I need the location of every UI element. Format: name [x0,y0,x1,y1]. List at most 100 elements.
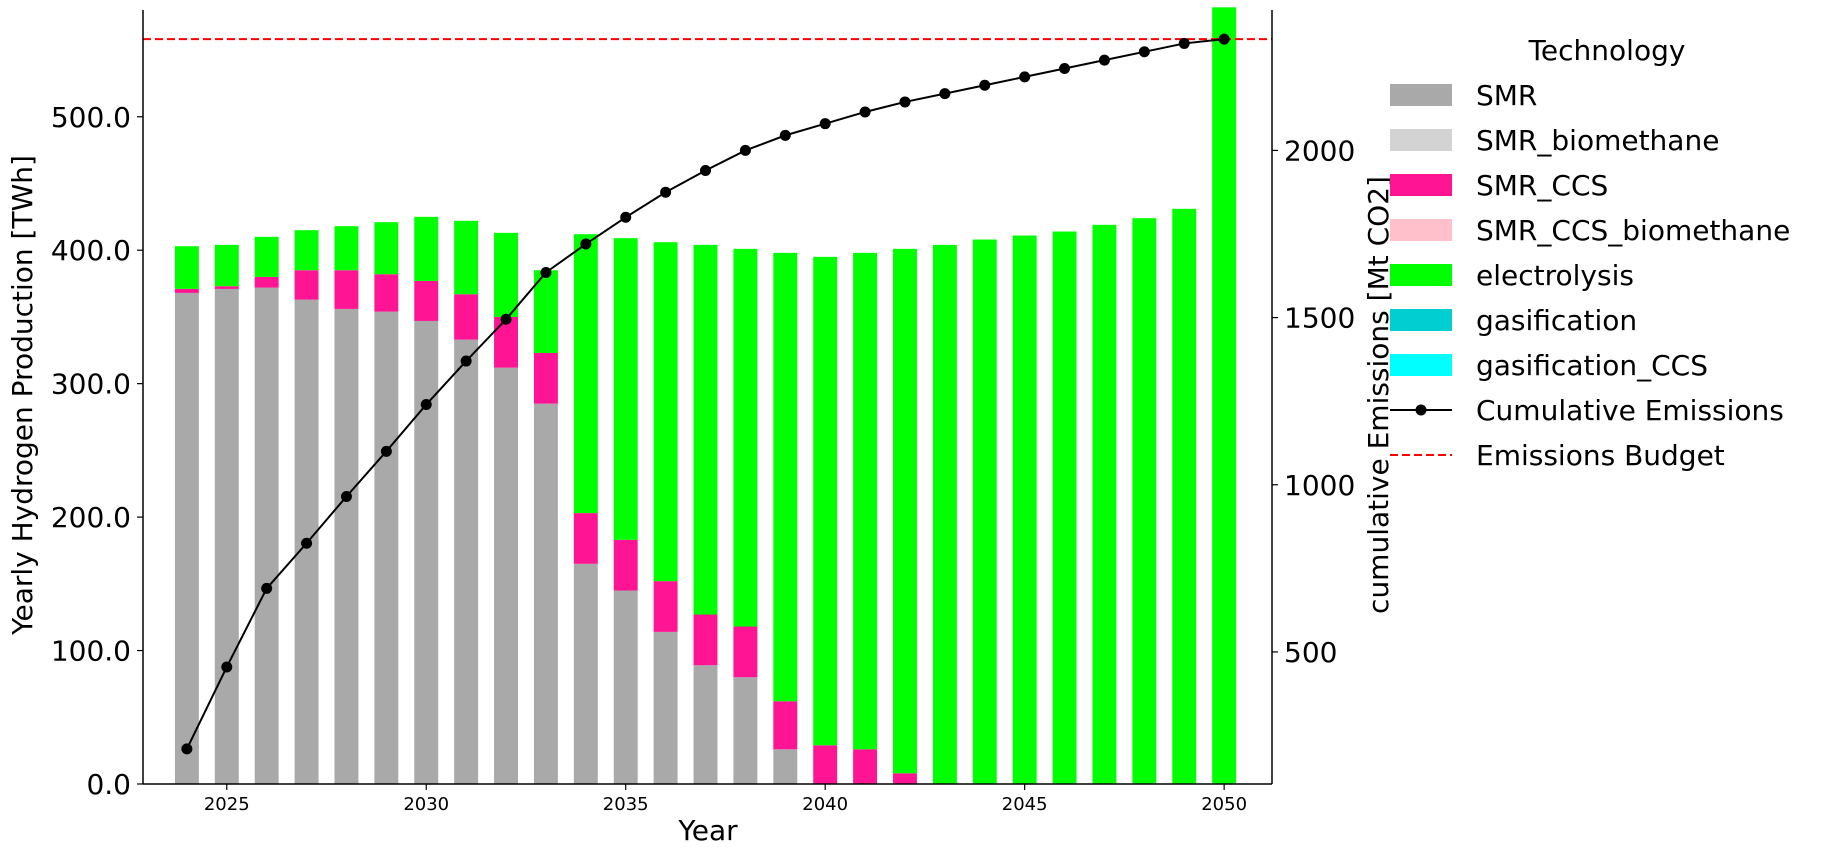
bar-electrolysis-2025 [214,244,239,287]
cumulative-emissions-point-2029 [380,445,392,457]
bar-electrolysis-2030 [414,216,439,281]
bar-electrolysis-2032 [494,232,519,317]
bar-SMR_CCS-2034 [573,513,598,564]
legend-swatch-gasification [1390,309,1452,331]
y-tick-label: 100.0 [51,635,131,668]
legend-label-gasification_CCS: gasification_CCS [1476,349,1708,382]
legend-label-gasification: gasification [1476,304,1637,337]
y-right-ticks: 500 1000 1500 2000 [1272,134,1355,669]
bar-SMR-2024 [174,292,199,784]
y-right-tick-label: 1500 [1284,302,1355,335]
legend-label-SMR: SMR [1476,79,1537,112]
cumulative-emissions-point-2027 [301,537,313,549]
y-right-axis-label: cumulative Emissions [Mt CO2] [1362,176,1395,614]
cumulative-emissions-point-2038 [739,144,751,156]
cumulative-emissions-point-2047 [1098,54,1110,66]
cumulative-emissions-point-2031 [460,355,472,367]
bar-electrolysis-2034 [573,234,598,514]
bar-SMR-2032 [494,367,519,784]
cumulative-emissions-point-2025 [221,661,233,673]
x-axis-label: Year [677,814,738,847]
bar-SMR-2025 [214,288,239,784]
bar-electrolysis-2048 [1132,218,1157,784]
bar-SMR-2033 [533,403,558,784]
bar-SMR-2030 [414,320,439,784]
cumulative-emissions-point-2026 [261,582,273,594]
cumulative-emissions-point-2048 [1138,46,1150,58]
bar-layer [174,7,1237,785]
cumulative-emissions-point-2042 [899,96,911,108]
cumulative-emissions-point-2043 [939,88,951,100]
bar-electrolysis-2028 [334,226,359,271]
cumulative-emissions-point-2037 [700,164,712,176]
bar-electrolysis-2043 [932,244,957,785]
axes-layer [142,10,1273,785]
bar-SMR_CCS-2038 [733,626,758,678]
y-tick-label: 300.0 [51,368,131,401]
legend-swatch-gasification_CCS [1390,354,1452,376]
cumulative-emissions-point-2036 [660,186,672,198]
bar-SMR_CCS-2041 [853,749,878,784]
cumulative-emissions-point-2040 [819,118,831,130]
bar-SMR_CCS-2036 [653,581,678,632]
bar-SMR_CCS-2027 [294,270,319,300]
bar-SMR-2031 [454,339,479,784]
bar-SMR_CCS-2039 [773,701,798,750]
legend-label-cumulative-emissions: Cumulative Emissions [1476,394,1784,427]
y-right-tick-label: 1000 [1284,469,1355,502]
y-tick-label: 400.0 [51,234,131,267]
legend: Technology SMR SMR_biomethane SMR_CCS SMR_C… [1390,34,1790,472]
bar-SMR-2034 [573,563,598,784]
bar-electrolysis-2037 [693,244,718,615]
x-ticks: 2025 2030 2035 2040 2045 2050 [204,784,1247,815]
cumulative-emissions-point-2041 [859,106,871,118]
cumulative-emissions-point-2035 [620,211,632,223]
bar-electrolysis-2036 [653,242,678,582]
bar-SMR_CCS-2024 [174,288,199,293]
legend-title: Technology [1528,34,1686,67]
bar-SMR_CCS-2035 [613,539,638,591]
bar-SMR-2028 [334,308,359,784]
x-tick-label: 2030 [403,794,449,815]
bar-SMR_CCS-2042 [893,773,917,784]
bar-electrolysis-2045 [1012,235,1037,784]
cumulative-line-layer [181,33,1230,755]
bar-electrolysis-2044 [972,239,997,785]
cumulative-emissions-point-2024 [181,743,193,755]
y-tick-label: 200.0 [51,501,131,534]
cumulative-emissions-point-2033 [540,266,552,278]
y-tick-label: 0.0 [86,768,131,801]
cumulative-emissions-point-2050 [1218,33,1230,45]
cumulative-emissions-point-2034 [580,238,592,250]
bar-SMR-2037 [693,665,718,784]
bar-electrolysis-2049 [1172,208,1197,784]
y-right-tick-label: 500 [1284,636,1337,669]
bar-electrolysis-2031 [454,220,479,295]
x-tick-label: 2050 [1201,794,1247,815]
bar-SMR_CCS-2033 [533,352,558,404]
legend-label-SMR_biomethane: SMR_biomethane [1476,124,1719,157]
x-tick-label: 2025 [204,794,250,815]
bar-electrolysis-2035 [613,238,638,540]
bar-SMR_CCS-2031 [454,294,479,340]
cumulative-emissions-point-2028 [340,490,352,502]
bar-electrolysis-2026 [254,236,279,277]
bar-electrolysis-2027 [294,230,319,271]
legend-swatch-SMR_CCS_biomethane [1390,219,1452,241]
legend-label-SMR_CCS_biomethane: SMR_CCS_biomethane [1476,214,1790,247]
y-ticks: 0.0 100.0 200.0 300.0 400.0 500.0 [51,101,143,801]
bar-SMR_CCS-2040 [813,745,838,784]
cumulative-emissions-point-2045 [1019,71,1031,83]
legend-label-electrolysis: electrolysis [1476,259,1634,292]
legend-swatch-SMR_CCS [1390,174,1452,196]
legend-swatch-SMR_biomethane [1390,129,1452,151]
bar-electrolysis-2050 [1212,7,1237,784]
bar-SMR-2036 [653,631,678,784]
legend-swatch-SMR [1390,84,1452,106]
bar-electrolysis-2024 [174,246,199,289]
bar-electrolysis-2039 [773,252,798,702]
cumulative-emissions-point-2049 [1178,37,1190,49]
bar-SMR-2039 [773,749,798,784]
cumulative-emissions-point-2044 [979,79,991,91]
